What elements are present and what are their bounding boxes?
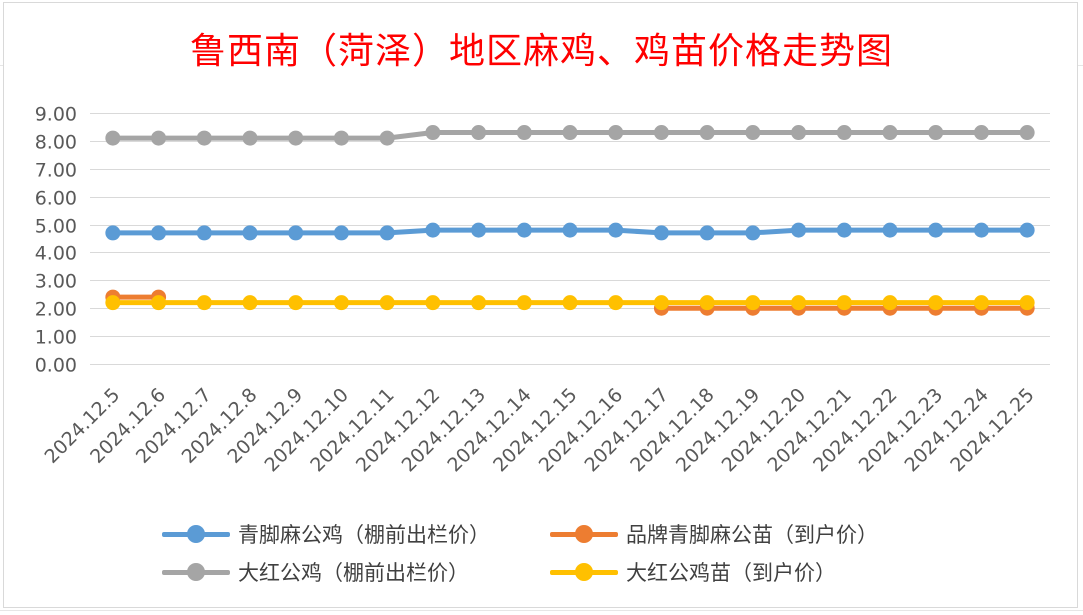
data-point — [151, 295, 167, 311]
legend-label: 青脚麻公鸡（棚前出栏价） — [238, 523, 490, 547]
data-point — [471, 125, 487, 141]
data-point — [836, 222, 852, 238]
data-point — [608, 125, 624, 141]
legend-item-brand-chick: 品牌青脚麻公苗（到户价） — [548, 514, 878, 554]
data-point — [1019, 295, 1035, 311]
data-point — [882, 295, 898, 311]
data-point — [242, 225, 258, 241]
legend-marker-icon — [548, 552, 620, 592]
y-tick-label: 9.00 — [35, 104, 77, 126]
y-tick-label: 5.00 — [35, 216, 77, 238]
data-point — [745, 225, 761, 241]
data-point — [791, 125, 807, 141]
data-point — [973, 125, 989, 141]
data-point — [425, 125, 441, 141]
data-point — [196, 130, 212, 146]
data-point — [608, 295, 624, 311]
y-tick-label: 3.00 — [35, 271, 77, 293]
data-point — [928, 125, 944, 141]
data-point — [196, 225, 212, 241]
data-point — [288, 225, 304, 241]
y-tick-label: 0.00 — [35, 355, 77, 377]
data-point — [928, 295, 944, 311]
data-point — [425, 295, 441, 311]
data-point — [379, 295, 395, 311]
data-point — [105, 225, 121, 241]
legend-item-qingjiao-rooster: 青脚麻公鸡（棚前出栏价） — [160, 514, 490, 554]
data-point — [699, 225, 715, 241]
data-point — [973, 222, 989, 238]
data-point — [516, 222, 532, 238]
data-point — [653, 125, 669, 141]
data-point — [745, 295, 761, 311]
legend-label: 品牌青脚麻公苗（到户价） — [626, 523, 878, 547]
data-point — [791, 222, 807, 238]
data-point — [562, 125, 578, 141]
chart-legend: 青脚麻公鸡（棚前出栏价） 品牌青脚麻公苗（到户价） 大红公鸡（棚前出栏价） 大红… — [0, 510, 1083, 600]
legend-marker-icon — [160, 552, 232, 592]
data-point — [745, 125, 761, 141]
data-point — [928, 222, 944, 238]
chart-title: 鲁西南（菏泽）地区麻鸡、鸡苗价格走势图 — [189, 31, 893, 72]
data-point — [242, 295, 258, 311]
data-point — [791, 295, 807, 311]
data-point — [288, 130, 304, 146]
legend-label: 大红公鸡苗（到户价） — [626, 561, 836, 585]
data-point — [836, 125, 852, 141]
data-point — [1019, 222, 1035, 238]
data-point — [196, 295, 212, 311]
data-point — [288, 295, 304, 311]
data-point — [471, 222, 487, 238]
data-point — [653, 295, 669, 311]
data-point — [333, 225, 349, 241]
y-tick-label: 2.00 — [35, 299, 77, 321]
legend-label: 大红公鸡（棚前出栏价） — [238, 561, 469, 585]
data-point — [425, 222, 441, 238]
data-point — [105, 295, 121, 311]
data-point — [653, 225, 669, 241]
data-point — [608, 222, 624, 238]
data-point — [516, 125, 532, 141]
data-point — [882, 125, 898, 141]
y-tick-label: 8.00 — [35, 132, 77, 154]
data-point — [379, 130, 395, 146]
data-point — [379, 225, 395, 241]
data-point — [516, 295, 532, 311]
data-point — [882, 222, 898, 238]
data-point — [333, 130, 349, 146]
data-point — [699, 125, 715, 141]
data-point — [471, 295, 487, 311]
data-point — [562, 295, 578, 311]
legend-marker-icon — [160, 514, 232, 554]
y-tick-label: 7.00 — [35, 160, 77, 182]
legend-item-red-rooster: 大红公鸡（棚前出栏价） — [160, 552, 469, 592]
data-point — [151, 130, 167, 146]
data-point — [562, 222, 578, 238]
legend-marker-icon — [548, 514, 620, 554]
data-point — [699, 295, 715, 311]
y-tick-label: 4.00 — [35, 243, 77, 265]
legend-item-red-chick: 大红公鸡苗（到户价） — [548, 552, 836, 592]
data-point — [333, 295, 349, 311]
data-point — [151, 225, 167, 241]
data-point — [105, 130, 121, 146]
y-tick-label: 6.00 — [35, 188, 77, 210]
data-point — [1019, 125, 1035, 141]
data-point — [836, 295, 852, 311]
data-point — [242, 130, 258, 146]
data-point — [973, 295, 989, 311]
y-tick-label: 1.00 — [35, 327, 77, 349]
